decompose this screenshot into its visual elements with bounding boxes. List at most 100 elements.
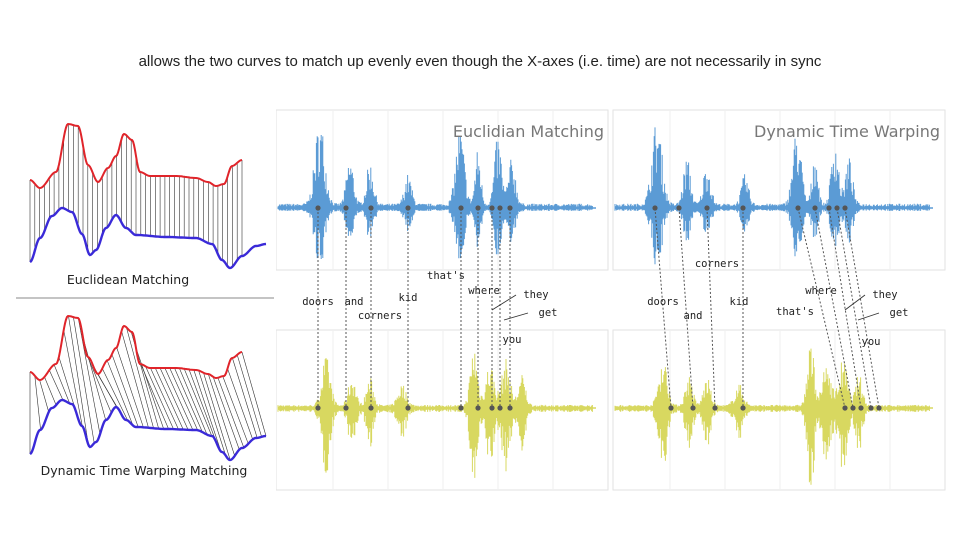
lower-marker-they bbox=[858, 405, 864, 411]
upper-marker-doors bbox=[315, 205, 321, 211]
match-link bbox=[44, 376, 57, 406]
panel-title: Dynamic Time Warping bbox=[754, 122, 940, 141]
dtw-links bbox=[29, 315, 267, 461]
word-label-you: you bbox=[503, 334, 522, 346]
upper-marker-thats bbox=[812, 205, 818, 211]
upper-marker-kid bbox=[405, 205, 411, 211]
pointer-line-get bbox=[857, 312, 880, 321]
upper-marker-and bbox=[676, 205, 682, 211]
match-link bbox=[82, 337, 106, 421]
euclidean-lower-curve bbox=[29, 206, 267, 270]
lower-plot-frame bbox=[276, 329, 609, 491]
lower-waveform bbox=[614, 348, 933, 485]
lower-marker-corners bbox=[712, 405, 718, 411]
upper-marker-they bbox=[826, 205, 832, 211]
alignment-link-get bbox=[836, 207, 872, 409]
upper-plot-frame bbox=[276, 109, 609, 271]
upper-marker-where bbox=[475, 205, 481, 211]
match-link bbox=[135, 347, 164, 430]
word-label-they: they bbox=[523, 289, 548, 301]
lower-marker-thats bbox=[850, 405, 856, 411]
alignment-link-corners bbox=[706, 207, 716, 409]
lower-marker-doors bbox=[315, 405, 321, 411]
grid-lines bbox=[332, 110, 554, 490]
match-link bbox=[87, 356, 112, 414]
upper-marker-thats bbox=[458, 205, 464, 211]
word-label-you: you bbox=[862, 336, 881, 348]
pointer-line-they bbox=[844, 294, 866, 311]
match-link bbox=[53, 364, 70, 404]
dtw-upper-curve bbox=[29, 314, 243, 382]
word-labels: doors corners and kid where that's they get you bbox=[647, 258, 908, 348]
word-label-get: get bbox=[890, 307, 909, 319]
word-label-corners: corners bbox=[695, 258, 739, 270]
alignment-link-and bbox=[678, 207, 694, 409]
match-link bbox=[106, 360, 134, 426]
word-label-get: get bbox=[539, 307, 558, 319]
upper-marker-corners bbox=[368, 205, 374, 211]
dtw-lower-curve bbox=[29, 398, 267, 462]
match-link bbox=[150, 367, 179, 430]
lower-marker-get bbox=[868, 405, 874, 411]
euclidean-matching-label: Euclidean Matching bbox=[67, 272, 189, 287]
upper-marker-you bbox=[507, 205, 513, 211]
match-link bbox=[159, 367, 189, 430]
match-link bbox=[77, 317, 101, 435]
euclidean-links bbox=[29, 124, 243, 267]
dtw-matching-label: Dynamic Time Warping Matching bbox=[41, 463, 248, 478]
lower-marker-and bbox=[343, 405, 349, 411]
upper-waveform-path bbox=[614, 127, 930, 265]
lower-marker-they bbox=[489, 405, 495, 411]
upper-marker-get bbox=[834, 205, 840, 211]
word-label-they: they bbox=[872, 289, 897, 301]
match-link bbox=[164, 367, 194, 431]
match-link bbox=[155, 367, 184, 430]
lower-marker-get bbox=[497, 405, 503, 411]
word-label-doors: doors bbox=[647, 296, 679, 308]
match-link bbox=[73, 317, 95, 444]
upper-marker-doors bbox=[652, 205, 658, 211]
upper-waveform bbox=[614, 127, 933, 265]
upper-waveform-path bbox=[277, 135, 593, 259]
match-link bbox=[232, 357, 258, 438]
match-link bbox=[169, 367, 198, 431]
match-link bbox=[217, 377, 245, 448]
upper-marker-they bbox=[489, 205, 495, 211]
lower-plot-frame bbox=[612, 329, 946, 491]
lower-marker-where bbox=[842, 405, 848, 411]
lower-marker-kid bbox=[405, 405, 411, 411]
upper-marker-where bbox=[795, 205, 801, 211]
audio-alignment-figure: Euclidian Matching doors andcornerskidtha… bbox=[276, 109, 946, 491]
lower-marker-and bbox=[690, 405, 696, 411]
upper-marker-and bbox=[343, 205, 349, 211]
upper-plot-frame bbox=[612, 109, 946, 271]
match-link bbox=[102, 368, 128, 421]
match-link bbox=[63, 329, 83, 427]
match-link bbox=[179, 368, 208, 435]
word-label-where: where bbox=[805, 285, 837, 297]
word-label-and: and bbox=[684, 310, 703, 322]
match-link bbox=[121, 330, 149, 428]
alignment-link-you bbox=[844, 207, 880, 409]
lower-waveform-path bbox=[614, 348, 930, 485]
lower-marker-you bbox=[507, 405, 513, 411]
pointer-line-get bbox=[503, 312, 529, 321]
lower-marker-thats bbox=[458, 405, 464, 411]
match-link bbox=[111, 354, 139, 428]
upper-marker-get bbox=[497, 205, 503, 211]
upper-marker-kid bbox=[740, 205, 746, 211]
alignment-links bbox=[652, 205, 882, 411]
match-link bbox=[188, 369, 217, 443]
upper-marker-you bbox=[842, 205, 848, 211]
alignment-links bbox=[315, 205, 513, 411]
lower-marker-corners bbox=[368, 405, 374, 411]
curve-matching-figure: Euclidean Matching Dynamic Time Warping … bbox=[16, 122, 274, 478]
word-label-thats: that's bbox=[427, 270, 465, 282]
match-link bbox=[49, 369, 64, 401]
match-link bbox=[183, 368, 213, 437]
lower-marker-kid bbox=[740, 405, 746, 411]
match-link bbox=[208, 373, 235, 456]
match-link bbox=[193, 369, 222, 452]
pointer-line-they bbox=[491, 294, 517, 311]
match-link bbox=[145, 366, 174, 430]
